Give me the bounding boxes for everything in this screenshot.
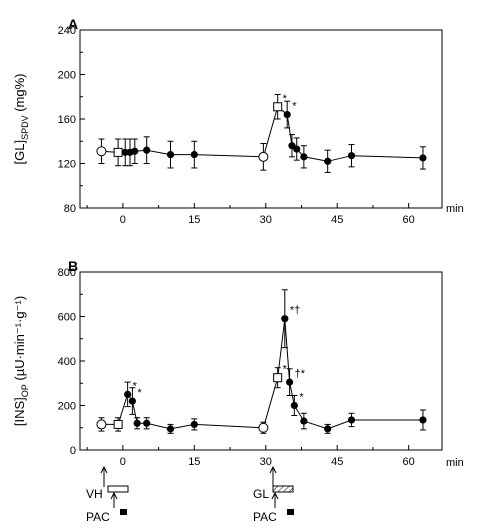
significance-marker: *: [299, 392, 304, 404]
data-point: [283, 110, 291, 119]
significance-marker: *: [283, 93, 288, 105]
data-point: [285, 378, 294, 386]
data-point: [143, 146, 151, 154]
data-point: [324, 425, 332, 433]
y-label-unit-a: (mg%): [12, 74, 27, 116]
data-point: [258, 151, 269, 162]
data-point: [258, 422, 269, 433]
data-point: [133, 419, 141, 427]
y-tick-label: 200: [58, 70, 76, 82]
data-point: [166, 151, 175, 159]
data-point: [324, 157, 332, 165]
bolus-label-pac-1: PAC: [86, 510, 110, 524]
y-label-main-a: [GL]: [12, 140, 27, 165]
y-tick-label: 160: [58, 114, 76, 126]
data-point: [290, 401, 298, 410]
x-tick-label: 30: [260, 456, 272, 468]
y-axis-label-a: [GL]SPDV (mg%): [12, 74, 30, 165]
infusion-label-vh: VH: [86, 487, 103, 501]
data-point: [293, 145, 301, 153]
y-tick-label: 800: [58, 267, 76, 279]
data-point: [124, 390, 132, 398]
data-point: [300, 417, 308, 425]
y-tick-label: 80: [64, 203, 76, 215]
arrow-up-icon: [271, 491, 279, 500]
y-label-main-b: [INS]: [12, 397, 27, 426]
x-tick-label: 30: [260, 214, 272, 226]
axes-a: 80 120 160 200 240 0 15 30 45 60: [58, 25, 415, 226]
data-point: [143, 419, 151, 427]
data-point: [166, 425, 175, 433]
y-tick-label: 400: [58, 356, 76, 368]
data-point: [281, 315, 289, 323]
treatment-vh-pac: VH PAC: [86, 465, 129, 524]
y-label-sub-b: OP: [20, 384, 30, 397]
data-point: [419, 154, 427, 162]
data-point: [190, 151, 198, 159]
y-axis-label-b: [INS]OP (µU·min⁻¹·g⁻¹): [12, 296, 30, 426]
series-a: **: [96, 93, 427, 173]
data-point: [347, 152, 356, 160]
arrow-up-icon: [100, 465, 108, 474]
significance-marker: *: [133, 380, 138, 392]
axes-b: 0 200 400 600 800 0 15 30 45 60: [58, 267, 415, 468]
y-tick-label: 200: [58, 401, 76, 413]
x-tick-label: 45: [331, 456, 343, 468]
significance-marker: †*: [295, 368, 306, 380]
x-tick-label: 45: [331, 214, 343, 226]
significance-marker: *†: [290, 305, 300, 317]
significance-marker: *: [137, 387, 142, 399]
data-point: [131, 147, 139, 155]
arrow-up-icon: [110, 491, 118, 500]
y-tick-label: 600: [58, 312, 76, 324]
series-line: [101, 318, 423, 430]
significance-marker: *: [283, 364, 288, 376]
x-tick-label: 15: [188, 214, 200, 226]
y-label-sub-a: SPDV: [20, 115, 30, 140]
bolus-marker-pac-1: [120, 509, 127, 515]
x-tick-label: 60: [403, 456, 415, 468]
treatment-gl-pac: GL PAC: [253, 465, 294, 524]
significance-marker: *: [292, 101, 297, 113]
y-tick-label: 240: [58, 25, 76, 37]
x-tick-label: 15: [188, 456, 200, 468]
x-tick-label: 0: [120, 214, 126, 226]
plot-frame-a: [79, 29, 443, 209]
data-point: [128, 397, 136, 405]
arrow-up-icon: [269, 465, 277, 474]
panel-letter-b: B: [68, 258, 78, 274]
series-b: ****††**: [96, 289, 427, 434]
data-point: [190, 420, 198, 429]
x-unit-a: min: [446, 203, 464, 215]
data-point: [273, 102, 283, 112]
bolus-marker-pac-2: [287, 509, 294, 515]
panel-b: B min [INS]OP (µU·min⁻¹·g⁻¹) 02004006008…: [12, 258, 464, 469]
infusion-label-gl: GL: [253, 487, 269, 501]
panel-a: A min [GL]SPDV (mg%) 80 120 160 200 240 0 15 30…: [12, 16, 464, 226]
data-point: [96, 146, 107, 157]
y-tick-label: 0: [70, 445, 76, 457]
x-tick-label: 0: [120, 456, 126, 468]
data-point: [96, 419, 107, 430]
data-point: [347, 416, 356, 424]
x-tick-label: 60: [403, 214, 415, 226]
bolus-label-pac-2: PAC: [253, 510, 277, 524]
data-point: [300, 153, 308, 161]
y-label-unit-b: (µU·min⁻¹·g⁻¹): [12, 296, 27, 384]
data-point: [419, 416, 427, 424]
infusion-bar-gl: [272, 485, 294, 493]
y-tick-label: 120: [58, 159, 76, 171]
data-point: [273, 373, 283, 383]
data-point: [113, 419, 123, 429]
data-point: [113, 147, 123, 157]
x-unit-b: min: [446, 457, 464, 469]
infusion-bar-vh: [107, 485, 129, 493]
panel-letter-a: A: [68, 16, 78, 32]
